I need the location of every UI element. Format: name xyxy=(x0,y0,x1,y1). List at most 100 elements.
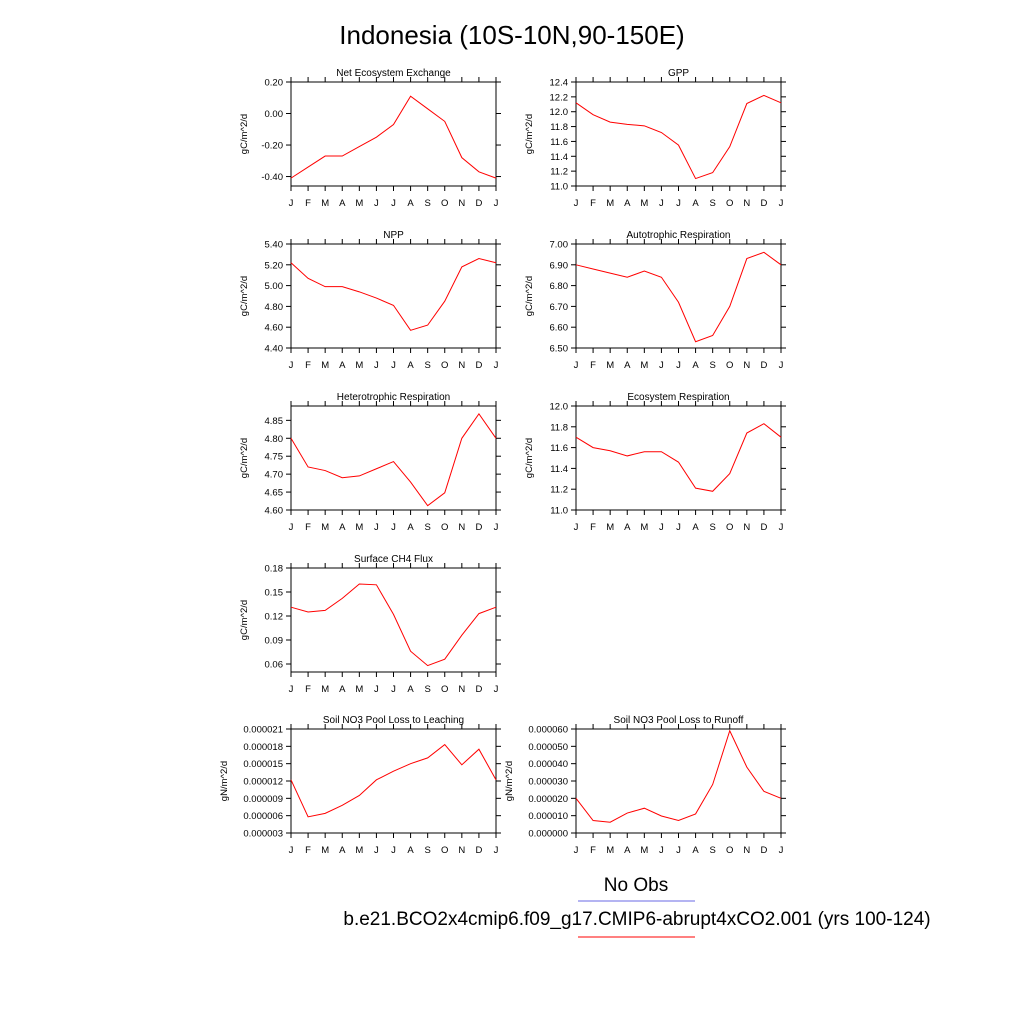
x-tick-label: N xyxy=(743,198,750,209)
x-tick-label: J xyxy=(574,198,579,209)
panel-title: Autotrophic Respiration xyxy=(627,230,731,241)
y-tick-label: 0.000012 xyxy=(243,777,283,788)
y-tick-label: 4.40 xyxy=(265,344,284,355)
x-tick-label: N xyxy=(458,360,465,371)
x-tick-label: S xyxy=(424,684,430,695)
x-tick-label: J xyxy=(494,522,499,533)
y-tick-label: 11.8 xyxy=(550,122,568,133)
y-axis-label: gC/m^2/d xyxy=(239,114,250,154)
x-tick-label: J xyxy=(779,360,784,371)
x-tick-label: J xyxy=(659,845,664,856)
y-tick-label: 6.80 xyxy=(550,281,569,292)
x-tick-label: J xyxy=(391,845,396,856)
y-tick-label: -0.20 xyxy=(261,141,283,152)
y-tick-label: 0.09 xyxy=(265,636,284,647)
x-tick-label: F xyxy=(305,845,311,856)
x-tick-label: N xyxy=(458,198,465,209)
x-tick-label: J xyxy=(391,198,396,209)
y-tick-label: 11.6 xyxy=(550,137,568,148)
y-tick-label: 4.60 xyxy=(265,323,284,334)
x-tick-label: J xyxy=(494,360,499,371)
y-tick-label: 6.70 xyxy=(550,302,569,313)
y-tick-label: -0.40 xyxy=(261,172,283,183)
y-tick-label: 4.60 xyxy=(265,506,284,517)
x-tick-label: J xyxy=(659,360,664,371)
y-tick-label: 0.000021 xyxy=(243,725,283,736)
y-axis-label: gC/m^2/d xyxy=(524,438,535,478)
panel-ecosystem-respiration: Ecosystem Respiration gC/m^2/d 12.0 11.8 11.… xyxy=(524,392,786,533)
x-tick-label: J xyxy=(574,845,579,856)
x-tick-label: J xyxy=(676,522,681,533)
x-tick-label: O xyxy=(441,360,448,371)
y-tick-label: 12.0 xyxy=(550,402,569,413)
x-tick-label: D xyxy=(475,198,482,209)
x-tick-label: J xyxy=(374,360,379,371)
y-tick-label: 0.000020 xyxy=(528,794,568,805)
x-tick-label: A xyxy=(339,845,346,856)
panel-soil-no3-pool-loss-to-leaching: Soil NO3 Pool Loss to Leaching gN/m^2/d 0.… xyxy=(219,715,501,856)
x-tick-label: D xyxy=(475,845,482,856)
x-tick-label: J xyxy=(374,522,379,533)
y-tick-label: 11.6 xyxy=(550,443,568,454)
panel-gpp: GPP gC/m^2/d 12.4 12.2 12.0 11.8 11.6 11.4 11.2 1… xyxy=(524,68,786,209)
panel-soil-no3-pool-loss-to-runoff: Soil NO3 Pool Loss to Runoff gN/m^2/d 0.00… xyxy=(504,715,786,856)
x-tick-label: A xyxy=(339,360,346,371)
x-tick-label: A xyxy=(692,198,699,209)
series-line xyxy=(290,258,497,331)
x-tick-label: S xyxy=(709,845,715,856)
x-tick-label: O xyxy=(726,198,733,209)
x-tick-label: J xyxy=(779,845,784,856)
plot-frame xyxy=(575,405,782,511)
x-tick-label: F xyxy=(590,198,596,209)
x-tick-label: M xyxy=(640,845,648,856)
panel-autotrophic-respiration: Autotrophic Respiration gC/m^2/d 7.00 6.90 6… xyxy=(524,230,786,371)
panel-title: NPP xyxy=(383,230,404,241)
y-tick-label: 11.4 xyxy=(550,464,568,475)
x-tick-label: M xyxy=(606,198,614,209)
x-tick-label: D xyxy=(475,522,482,533)
x-tick-label: O xyxy=(441,845,448,856)
panel-surface-ch4-flux: Surface CH4 Flux gC/m^2/d 0.18 0.15 0.12 0.09… xyxy=(239,554,501,695)
x-tick-label: J xyxy=(574,522,579,533)
plot-frame xyxy=(290,405,497,511)
x-tick-label: N xyxy=(458,522,465,533)
x-tick-label: M xyxy=(606,360,614,371)
y-tick-label: 6.60 xyxy=(550,323,569,334)
x-tick-label: A xyxy=(692,522,699,533)
x-tick-label: J xyxy=(391,684,396,695)
x-tick-label: A xyxy=(407,845,414,856)
x-tick-label: A xyxy=(339,522,346,533)
y-tick-label: 0.20 xyxy=(265,78,284,89)
x-tick-label: S xyxy=(424,522,430,533)
x-tick-label: M xyxy=(321,845,329,856)
y-tick-label: 5.00 xyxy=(265,281,284,292)
y-tick-label: 0.06 xyxy=(265,660,284,671)
x-tick-label: J xyxy=(659,522,664,533)
x-tick-label: D xyxy=(760,360,767,371)
x-tick-label: D xyxy=(760,845,767,856)
x-tick-label: M xyxy=(321,522,329,533)
x-tick-label: J xyxy=(659,198,664,209)
plot-frame xyxy=(290,81,497,187)
y-tick-label: 11.4 xyxy=(550,152,568,163)
x-tick-label: J xyxy=(676,198,681,209)
x-tick-label: F xyxy=(305,360,311,371)
x-tick-label: N xyxy=(743,845,750,856)
x-tick-label: A xyxy=(339,684,346,695)
y-tick-label: 0.000003 xyxy=(243,829,283,840)
x-tick-label: M xyxy=(321,360,329,371)
y-tick-label: 0.000030 xyxy=(528,777,568,788)
y-tick-label: 0.000018 xyxy=(243,742,283,753)
plot-frame xyxy=(290,243,497,349)
x-tick-label: M xyxy=(355,522,363,533)
x-tick-label: M xyxy=(355,198,363,209)
x-tick-label: M xyxy=(606,845,614,856)
x-tick-label: F xyxy=(590,845,596,856)
series-line xyxy=(290,743,497,818)
x-tick-label: J xyxy=(494,845,499,856)
y-tick-label: 6.50 xyxy=(550,344,569,355)
series-line xyxy=(575,729,782,823)
y-tick-label: 11.0 xyxy=(550,182,568,193)
